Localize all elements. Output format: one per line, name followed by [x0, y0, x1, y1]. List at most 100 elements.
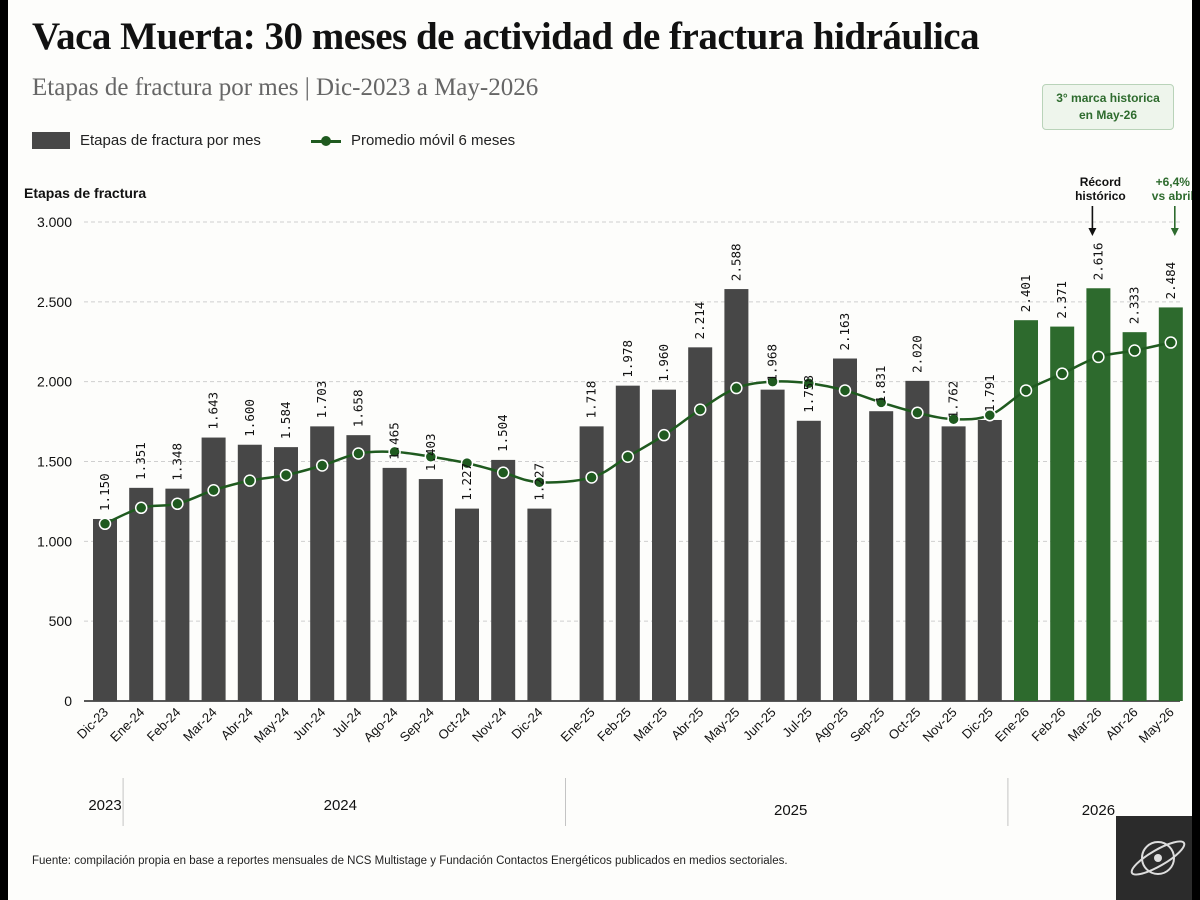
bar-value-label: 2.020 [909, 335, 924, 373]
moving-average-point [496, 466, 510, 479]
moving-average-point [766, 375, 779, 388]
bar [796, 420, 821, 701]
moving-average-point [730, 381, 743, 395]
bar [1050, 326, 1075, 701]
moving-average-point [207, 483, 220, 497]
x-tick-label: Jul-25 [779, 705, 815, 741]
logo-icon [1116, 816, 1192, 900]
bar [941, 426, 966, 701]
chart-plot: Etapas de fractura 0 500 1.000 1.500 2.000 2.5… [24, 175, 1192, 826]
moving-average-point [315, 459, 329, 472]
bar-value-label: 1.978 [620, 340, 635, 378]
bar [760, 389, 785, 701]
moving-average-point [1055, 367, 1069, 380]
bar [382, 467, 407, 701]
bar-value-label: 1.227 [531, 463, 546, 501]
moving-average-point [460, 456, 474, 470]
bar-value-label: 1.600 [242, 399, 257, 437]
bar-value-label: 1.968 [765, 344, 780, 382]
bar-value-label: 2.401 [1018, 275, 1033, 313]
moving-average-point [1164, 336, 1178, 349]
bar [346, 435, 371, 701]
source-footer: Fuente: compilación propia en base a rep… [32, 855, 788, 867]
bar-value-label: 1.758 [801, 375, 816, 413]
moving-average-point [947, 412, 960, 426]
y-tick-label: 0 [64, 693, 72, 709]
bar-value-label: 2.163 [837, 313, 852, 351]
x-tick-label: Mar-24 [180, 705, 220, 745]
legend-line-label: Promedio móvil 6 meses [350, 132, 516, 149]
y-tick-label: 3.000 [37, 214, 72, 230]
x-tick-label: May-26 [1136, 705, 1177, 746]
legend: Etapas de fractura por mes Promedio móvi… [32, 132, 515, 149]
moving-average-point [802, 377, 816, 390]
moving-average-point [983, 408, 997, 422]
bar [237, 444, 262, 701]
x-tick-label: Ene-25 [557, 705, 597, 745]
annotation-text: histórico [1075, 189, 1126, 203]
x-tick-label: Ago-24 [360, 705, 400, 745]
legend-bar-label: Etapas de fractura por mes [80, 132, 261, 149]
legend-line-swatch [310, 135, 341, 147]
bar-value-label: 1.465 [387, 422, 402, 460]
moving-average-point [279, 468, 293, 482]
annotation-text: vs abril [1152, 189, 1192, 203]
year-label: 2025 [774, 802, 807, 819]
bar [905, 380, 930, 701]
x-tick-label: Oct-25 [885, 705, 923, 743]
x-tick-label: Abr-24 [218, 705, 256, 743]
bar-value-label: 2.214 [692, 302, 707, 340]
x-tick-label: Oct-24 [435, 705, 473, 743]
bar-value-label: 1.504 [495, 414, 510, 452]
bar-value-label: 1.703 [314, 381, 329, 419]
chart-subtitle: Etapas de fractura por mes | Dic-2023 a … [32, 74, 539, 101]
bar-value-label: 2.371 [1054, 281, 1069, 319]
bar-value-label: 1.831 [873, 366, 888, 404]
moving-average-point [585, 471, 598, 484]
y-tick-label: 1.500 [37, 454, 72, 470]
x-tick-label: Feb-25 [594, 705, 634, 745]
bar [201, 437, 226, 701]
x-tick-label: Ene-24 [107, 705, 147, 745]
moving-average-point [171, 497, 184, 511]
bar-value-label: 1.960 [656, 344, 671, 382]
bar [579, 426, 604, 701]
moving-average-point [838, 384, 852, 397]
moving-average-point [1092, 350, 1105, 364]
moving-average-point [533, 476, 546, 489]
bar-value-label: 1.150 [97, 473, 112, 511]
legend-bar-swatch [32, 132, 70, 149]
moving-average-point [1128, 344, 1141, 357]
bar [93, 518, 117, 701]
moving-average-point [657, 428, 671, 442]
year-label: 2026 [1082, 802, 1115, 819]
bar [1014, 320, 1038, 701]
y-tick-label: 1.000 [37, 533, 72, 549]
bar-value-label: 1.348 [169, 443, 184, 481]
x-tick-label: Nov-25 [919, 705, 959, 745]
annotation-text: Récord [1080, 175, 1121, 189]
x-tick-label: Jun-25 [740, 705, 779, 744]
x-tick-label: Abr-26 [1103, 705, 1141, 743]
bar [724, 289, 749, 701]
bar [615, 385, 640, 701]
chart-title: Vaca Muerta: 30 meses de actividad de fr… [32, 15, 980, 58]
bar [1122, 332, 1147, 701]
annotation-arrow-head [1088, 228, 1097, 236]
bar [455, 508, 479, 701]
bar-value-label: 2.588 [728, 243, 743, 281]
bar-value-label: 2.333 [1127, 287, 1142, 325]
bar-value-label: 1.791 [982, 374, 997, 412]
moving-average-point [98, 517, 112, 531]
x-tick-label: Dic-23 [74, 705, 111, 742]
x-tick-label: Jun-24 [290, 705, 329, 744]
moving-average-point [134, 501, 148, 515]
bar [1158, 307, 1183, 701]
x-tick-label: Feb-24 [144, 705, 184, 745]
x-tick-label: May-24 [251, 705, 292, 746]
bar-value-label: 2.484 [1163, 262, 1178, 300]
moving-average-point [911, 406, 924, 420]
bar [688, 347, 713, 701]
bar [310, 426, 335, 701]
bar [491, 459, 516, 701]
